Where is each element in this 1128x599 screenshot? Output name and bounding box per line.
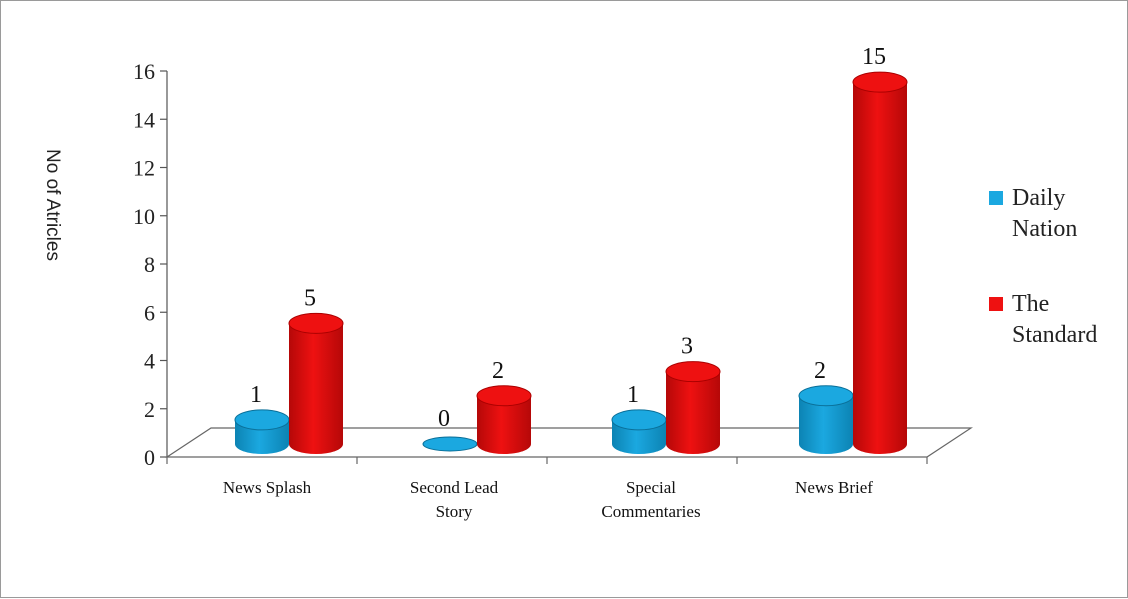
- bar-body: [477, 395, 531, 454]
- bar-the-standard-news-splash: [288, 312, 344, 454]
- y-tick-label: 12: [133, 156, 155, 181]
- bars: [234, 71, 908, 454]
- bar-top: [234, 409, 290, 431]
- bar-daily-nation-special-commentaries: [611, 409, 667, 454]
- y-tick-label: 8: [144, 252, 155, 277]
- legend-swatch-the-standard: [989, 297, 1003, 311]
- category-label: News Brief: [795, 478, 873, 497]
- data-label: 15: [862, 44, 886, 70]
- data-label: 2: [814, 358, 826, 384]
- bar-body: [289, 323, 343, 454]
- bar-daily-nation-news-brief: [798, 385, 854, 454]
- bar-top: [798, 385, 854, 407]
- bar-the-standard-second-lead-story: [476, 385, 532, 454]
- legend: Daily Nation The Standard: [986, 183, 1126, 395]
- y-tick-label: 14: [133, 107, 155, 132]
- y-tick-label: 6: [144, 300, 155, 325]
- legend-item-daily-nation: Daily Nation: [986, 183, 1126, 245]
- bar-the-standard-special-commentaries: [665, 361, 721, 454]
- category-label: Second Lead: [410, 478, 499, 497]
- category-labels: News Splash Second Lead Story Special Commen…: [223, 478, 873, 521]
- legend-item-the-standard: The Standard: [986, 289, 1126, 351]
- chart-floor: [164, 427, 974, 464]
- bar-body: [799, 395, 853, 454]
- bar-top: [422, 436, 478, 452]
- category-label: News Splash: [223, 478, 312, 497]
- y-tick-label: 16: [133, 59, 155, 84]
- bar-body: [666, 371, 720, 454]
- bar-daily-nation-news-splash: [234, 409, 290, 454]
- data-label: 2: [492, 358, 504, 384]
- legend-label-line: Daily: [1012, 185, 1066, 211]
- bar-top: [611, 409, 667, 431]
- bar-top: [665, 361, 721, 383]
- data-label: 0: [438, 406, 450, 432]
- bar-body: [853, 82, 907, 454]
- category-label: Special: [626, 478, 676, 497]
- legend-label-line: Standard: [1012, 322, 1098, 348]
- bar-top: [476, 385, 532, 407]
- floor-plane: [164, 427, 974, 458]
- axes: 0 2 4 6 8 10 12 14 16: [133, 59, 168, 470]
- category-label: Commentaries: [601, 502, 700, 521]
- data-label: 3: [681, 334, 693, 360]
- bar-daily-nation-second-lead-story: [422, 436, 478, 452]
- y-axis-label: No of Atricles: [42, 149, 63, 261]
- bar-the-standard-news-brief: [852, 71, 908, 454]
- y-tick-label: 4: [144, 349, 155, 374]
- y-tick-label: 0: [144, 445, 155, 470]
- legend-swatch-daily-nation: [989, 191, 1003, 205]
- legend-label-line: The: [1012, 291, 1050, 317]
- category-label: Story: [436, 502, 473, 521]
- bar-top: [288, 312, 344, 334]
- data-label: 1: [250, 382, 262, 408]
- data-label: 5: [304, 285, 316, 311]
- y-tick-label: 10: [133, 204, 155, 229]
- data-labels: 1 0 1 2 5 2 3 15: [250, 44, 886, 432]
- y-tick-label: 2: [144, 397, 155, 422]
- bar-top: [852, 71, 908, 93]
- data-label: 1: [627, 382, 639, 408]
- legend-label-line: Nation: [1012, 216, 1078, 242]
